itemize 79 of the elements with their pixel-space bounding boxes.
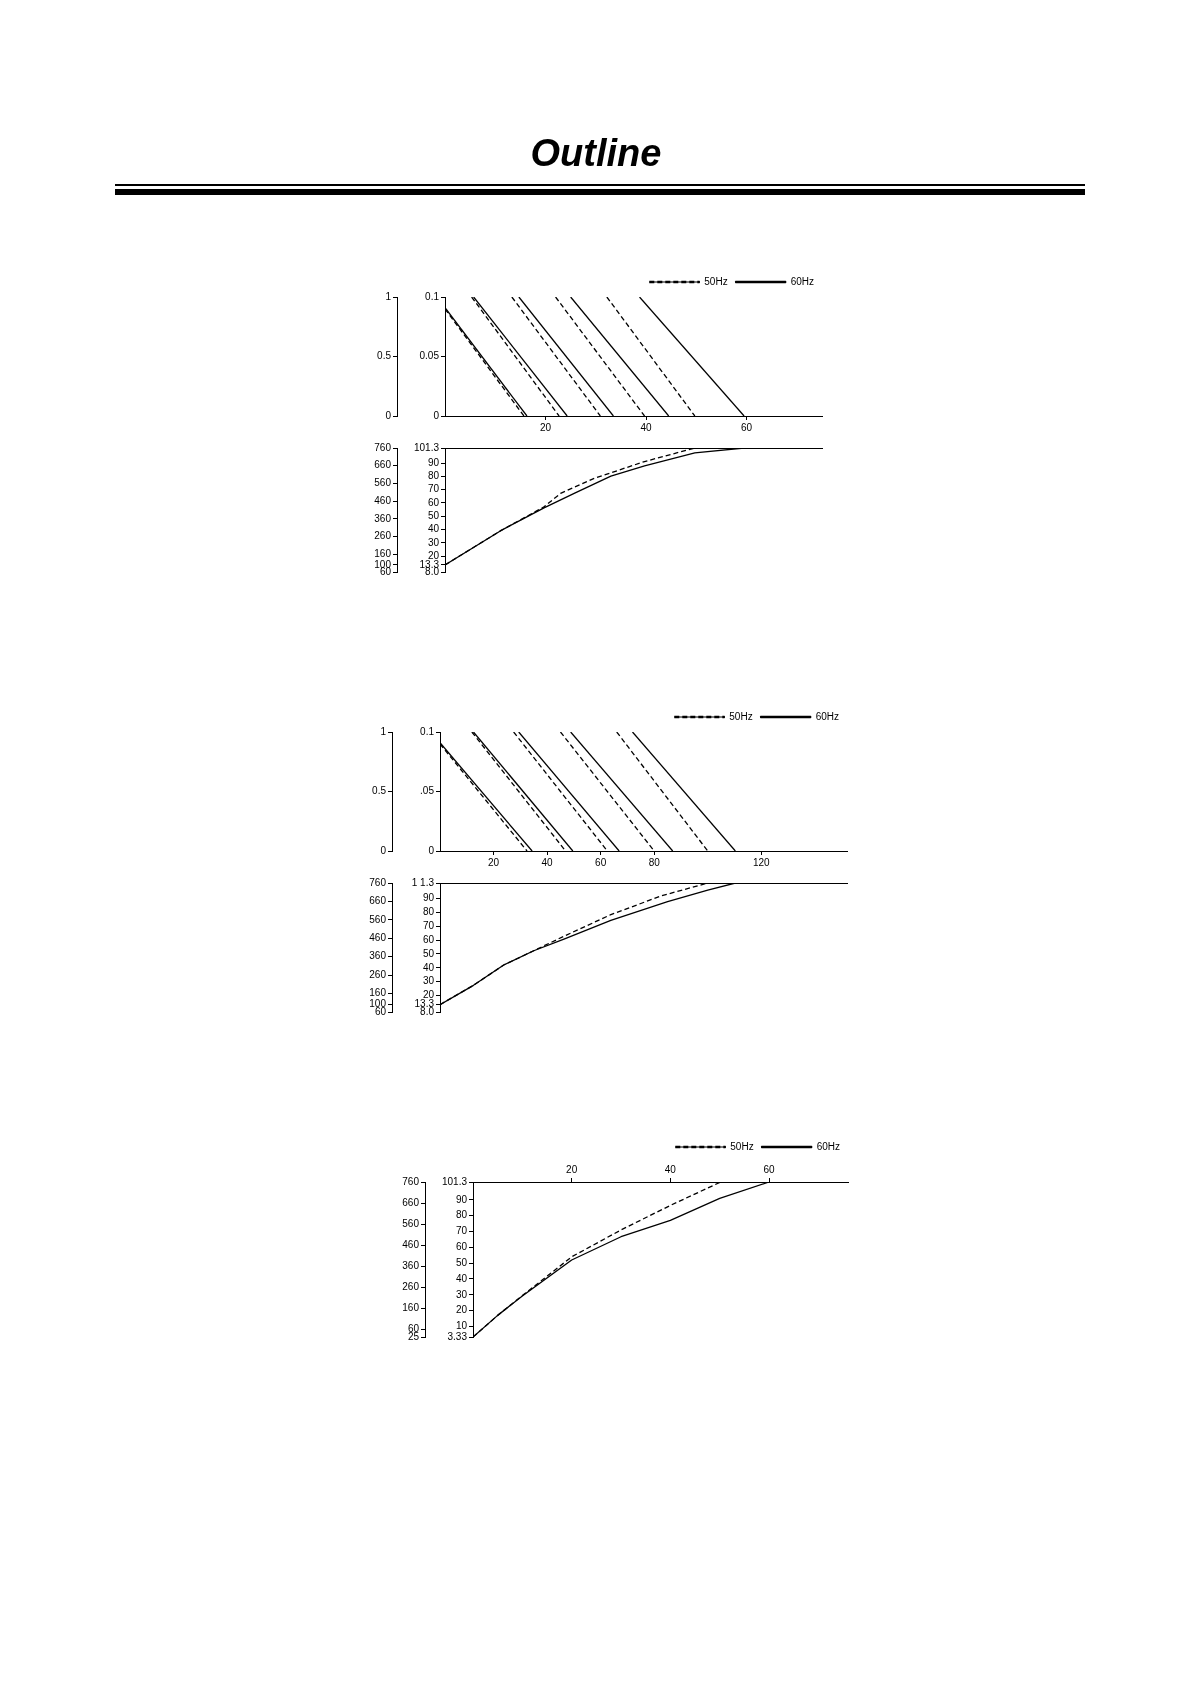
x-tick-label: 40 — [640, 421, 653, 433]
y-tick-label: 3.33 — [447, 1330, 468, 1342]
legend-label: 60Hz — [815, 710, 840, 722]
y-tick-label: 60 — [427, 496, 440, 508]
y2-tick-label: 160 — [369, 987, 387, 999]
y2-tick-label: 260 — [369, 968, 387, 980]
x-tick-label: 60 — [741, 421, 753, 433]
y-tick-label: 70 — [455, 1225, 468, 1237]
legend-label: 60Hz — [790, 275, 815, 287]
y2-tick-label: 360 — [402, 1260, 420, 1272]
y2-tick-label: 660 — [374, 459, 392, 471]
y-tick-label: 60 — [455, 1241, 468, 1253]
x-tick-label: 80 — [648, 856, 661, 868]
y2-tick-label: 1 — [385, 290, 392, 302]
y2-tick-label: 460 — [374, 494, 392, 506]
x-tick-label: 40 — [664, 1163, 677, 1175]
x-tick-label: 60 — [595, 856, 607, 868]
y-tick-label: 0.05 — [419, 350, 440, 362]
y2-tick-label: 560 — [374, 477, 392, 489]
y2-tick-label: 0 — [385, 409, 392, 421]
y2-tick-label: 260 — [402, 1281, 420, 1293]
x-tick-label: 20 — [487, 856, 500, 868]
y-tick-label: 0 — [428, 844, 435, 856]
y-tick-label: 90 — [427, 456, 440, 468]
y-tick-label: 60 — [422, 933, 435, 945]
y-tick-label: .05 — [420, 785, 435, 797]
y-tick-label: 80 — [427, 470, 440, 482]
y2-tick-label: 0.5 — [377, 350, 392, 362]
y-tick-label: 70 — [427, 483, 440, 495]
y-tick-label: 80 — [422, 906, 435, 918]
y-tick-label: 90 — [422, 892, 435, 904]
y2-tick-label: 0 — [380, 844, 387, 856]
legend-label: 50Hz — [730, 1140, 754, 1152]
y-tick-label: 40 — [422, 961, 435, 973]
chart-title: Outline — [529, 131, 663, 176]
y-tick-label: 80 — [455, 1209, 468, 1221]
legend-label: 50Hz — [704, 275, 728, 287]
y2-tick-label: 560 — [402, 1217, 420, 1229]
y-tick-label: 20 — [427, 549, 440, 561]
y2-tick-label: 160 — [402, 1302, 420, 1314]
y-tick-label: 30 — [427, 536, 440, 548]
y2-tick-label: 0.5 — [372, 785, 387, 797]
y2-tick-label: 460 — [369, 932, 387, 944]
y2-tick-label: 260 — [374, 530, 392, 542]
y2-tick-label: 760 — [374, 441, 392, 453]
y-tick-label: 0.1 — [420, 725, 435, 737]
y-tick-label: 50 — [427, 509, 440, 521]
y-tick-label: 101.3 — [441, 1175, 468, 1187]
y-tick-label: 30 — [422, 975, 435, 987]
legend-label: 50Hz — [729, 710, 753, 722]
y-tick-label: 70 — [422, 920, 435, 932]
y2-tick-label: 760 — [402, 1175, 420, 1187]
x-tick-label: 20 — [539, 421, 552, 433]
x-tick-label: 20 — [566, 1163, 578, 1175]
y-tick-label: 40 — [427, 523, 440, 535]
y2-tick-label: 360 — [369, 950, 387, 962]
y-tick-label: 10 — [455, 1320, 468, 1332]
x-tick-label: 120 — [752, 856, 771, 868]
y2-tick-label: 1 — [380, 725, 387, 737]
y-tick-label: 0 — [433, 409, 440, 421]
y2-tick-label: 460 — [402, 1239, 420, 1251]
y-tick-label: 0.1 — [425, 290, 440, 302]
y-tick-label: 101.3 — [413, 441, 440, 453]
y-tick-label: 20 — [455, 1304, 468, 1316]
legend-label: 60Hz — [816, 1140, 841, 1152]
y-tick-label: 30 — [455, 1288, 468, 1300]
y2-tick-label: 160 — [374, 548, 392, 560]
y-tick-label: 50 — [455, 1256, 468, 1268]
x-tick-label: 60 — [763, 1163, 776, 1175]
y-tick-label: 1 1.3 — [411, 876, 435, 888]
y-tick-label: 40 — [455, 1272, 468, 1284]
y2-tick-label: 760 — [369, 876, 387, 888]
y2-tick-label: 360 — [374, 512, 392, 524]
y2-tick-label: 660 — [402, 1196, 420, 1208]
y-tick-label: 90 — [455, 1193, 468, 1205]
y-tick-label: 50 — [422, 947, 435, 959]
x-tick-label: 40 — [541, 856, 554, 868]
y2-tick-label: 660 — [369, 895, 387, 907]
y2-tick-label: 560 — [369, 913, 387, 925]
